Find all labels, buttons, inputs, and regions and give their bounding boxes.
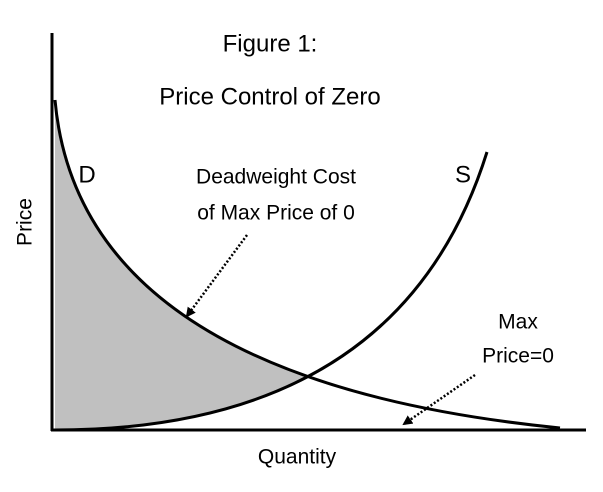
deadweight-area — [55, 100, 487, 430]
supply-label: S — [455, 161, 471, 188]
demand-label: D — [78, 161, 95, 188]
annotation: Max — [498, 311, 538, 334]
x-axis-label: Quantity — [258, 446, 337, 469]
y-axis-label: Price — [14, 198, 37, 246]
subtitle: Price Control of Zero — [159, 83, 380, 110]
annotation: of Max Price of 0 — [197, 202, 355, 225]
demand-curve — [53, 99, 561, 430]
supply-curve — [54, 151, 489, 432]
annotation: Deadweight Cost — [196, 166, 356, 189]
title: Figure 1: — [223, 30, 318, 57]
annotation: Price=0 — [482, 345, 554, 368]
arrow — [185, 234, 249, 318]
